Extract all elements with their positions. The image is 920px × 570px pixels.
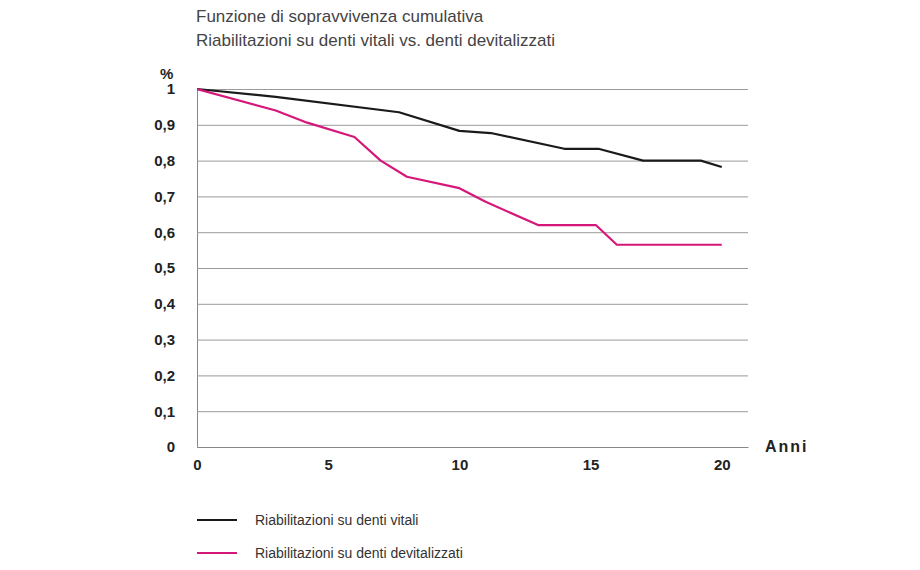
- y-axis-line: [198, 90, 749, 448]
- y-tick-label: 0,3: [154, 331, 175, 348]
- grid-line: [197, 268, 748, 269]
- y-tick: 0,3: [154, 331, 748, 348]
- x-axis-line: [198, 447, 749, 448]
- y-tick-label: 0,6: [154, 224, 175, 241]
- x-tick-label: 20: [714, 456, 731, 473]
- y-tick-label: 0,4: [154, 295, 176, 312]
- x-tick: 10: [452, 447, 469, 473]
- y-tick: 0,4: [154, 295, 748, 312]
- y-axis-title: %: [160, 65, 173, 82]
- subtitle: Riabilitazioni su denti vitali vs. denti…: [196, 31, 555, 50]
- y-tick: 0,2: [154, 367, 748, 384]
- x-tick-label: 0: [193, 456, 201, 473]
- grid-line: [197, 232, 748, 233]
- series-line: [197, 89, 722, 167]
- y-tick-label: 0,7: [154, 188, 175, 205]
- x-tick: 5: [325, 447, 333, 473]
- grid-line: [197, 304, 748, 305]
- title: Funzione di sopravvivenza cumulativa: [196, 7, 484, 26]
- y-tick-label: 0,8: [154, 152, 175, 169]
- plot: 00,10,20,30,40,50,60,70,80,9105101520: [154, 80, 748, 472]
- series-group: [197, 89, 722, 245]
- legend-swatch: [197, 552, 237, 554]
- grid-line: [197, 125, 748, 126]
- y-tick-label: 1: [167, 80, 175, 97]
- grid-line: [197, 89, 748, 90]
- y-axis: 0 0,1 0,2 0,3 0,4 0,5 0,6 0,7 0,8 0,9 1: [154, 80, 748, 455]
- grid-line: [197, 196, 748, 197]
- series-line: [197, 89, 722, 245]
- grid-line: [197, 411, 748, 412]
- y-tick-label: 0: [167, 438, 175, 455]
- legend: Riabilitazioni su denti vitali Riabilitaz…: [197, 512, 463, 561]
- x-tick: 20: [714, 447, 731, 473]
- y-tick: 0,9: [154, 116, 748, 133]
- y-tick-label: 0,2: [154, 367, 175, 384]
- x-tick: 0: [193, 447, 201, 473]
- x-tick-label: 15: [583, 456, 600, 473]
- y-tick: 0,6: [154, 224, 748, 241]
- x-tick-label: 10: [452, 456, 469, 473]
- y-tick-label: 0,5: [154, 259, 175, 276]
- x-tick-label: 5: [325, 456, 333, 473]
- y-tick: 0,1: [154, 403, 748, 420]
- y-tick: 0,7: [154, 188, 748, 205]
- legend-label: Riabilitazioni su denti vitali: [255, 512, 418, 528]
- y-tick-label: 0,1: [154, 403, 175, 420]
- legend-swatch: [197, 519, 237, 521]
- y-tick: 0: [167, 438, 748, 455]
- y-tick-label: 0,9: [154, 116, 175, 133]
- legend-label: Riabilitazioni su denti devitalizzati: [255, 545, 463, 561]
- y-tick: 0,5: [154, 259, 748, 276]
- chart: Funzione di sopravvivenza cumulativa Riab…: [0, 0, 920, 570]
- grid-line: [197, 340, 748, 341]
- grid-line: [197, 447, 748, 448]
- x-axis-title: Anni: [765, 438, 809, 455]
- x-tick: 15: [583, 447, 600, 473]
- grid-line: [197, 375, 748, 376]
- x-axis: 0 5 10 15 20: [193, 447, 748, 473]
